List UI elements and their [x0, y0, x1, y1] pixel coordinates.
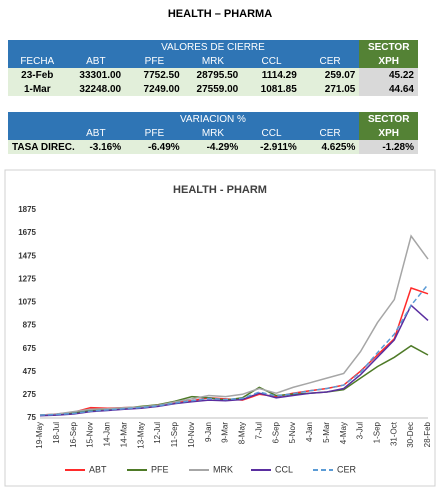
y-tick-label: 1875 [18, 205, 36, 214]
y-tick-label: 475 [23, 367, 37, 376]
y-tick-label: 1475 [18, 251, 36, 260]
x-tick-label: 14-Jan [103, 422, 112, 446]
table-cell: XPH [359, 126, 418, 140]
table-cell: 7249.00 [125, 82, 184, 96]
legend-label: PFE [151, 464, 169, 474]
x-tick-label: 18-Jul [52, 422, 61, 444]
y-tick-label: 75 [27, 413, 36, 422]
x-tick-label: 10-Nov [187, 422, 196, 448]
table-cell [8, 40, 67, 54]
table-cell: -4.29% [183, 140, 243, 154]
table-cell: CER [300, 54, 360, 68]
y-tick-label: 275 [23, 390, 37, 399]
table-row: VALORES DE CIERRE SECTOR [8, 40, 418, 54]
table-row: FECHA ABT PFE MRK CCL CER XPH [8, 54, 418, 68]
x-tick-label: 28-Feb [423, 421, 432, 447]
table-cell: VARIACION % [66, 112, 360, 126]
x-tick-label: 14-Mar [119, 422, 128, 448]
variation-table: VARIACION % SECTOR ABT PFE MRK CCL CER XPH TASA … [8, 112, 418, 154]
chart-frame [4, 169, 436, 487]
table-cell: VALORES DE CIERRE [66, 40, 360, 54]
table-cell: CCL [242, 126, 301, 140]
y-tick-label: 1675 [18, 228, 36, 237]
y-tick-label: 875 [23, 321, 37, 330]
x-tick-label: 16-Sep [69, 421, 78, 447]
series-line [39, 234, 429, 416]
table-row: 23-Feb 33301.00 7752.50 28795.50 1114.29 259.… [8, 68, 418, 82]
x-tick-label: 19-May [35, 422, 44, 449]
y-tick-label: 1075 [18, 298, 36, 307]
table-cell: 32248.00 [66, 82, 126, 96]
table-cell: SECTOR [359, 112, 418, 126]
y-tick-label: 675 [23, 344, 37, 353]
x-tick-label: 8-May [238, 422, 247, 444]
table-cell: -3.16% [66, 140, 126, 154]
table-cell: SECTOR [359, 40, 418, 54]
y-tick-label: 1275 [18, 274, 36, 283]
x-tick-label: 13-May [136, 422, 145, 449]
x-tick-label: 15-Nov [86, 422, 95, 448]
x-tick-label: 30-Dec [406, 422, 415, 448]
x-tick-label: 5-Nov [288, 422, 297, 443]
table-cell: 1081.85 [242, 82, 301, 96]
x-tick-label: 6-Sep [271, 421, 280, 443]
table-cell: MRK [183, 54, 243, 68]
table-row: ABT PFE MRK CCL CER XPH [8, 126, 418, 140]
table-cell: -2.911% [242, 140, 301, 154]
table-cell: 259.07 [300, 68, 360, 82]
legend-label: CER [337, 464, 357, 474]
chart-title: HEALTH - PHARM [173, 184, 267, 196]
table-cell: ABT [66, 54, 126, 68]
table-cell: 27559.00 [183, 82, 243, 96]
table-row: 1-Mar 32248.00 7249.00 27559.00 1081.85 271.0… [8, 82, 418, 96]
x-tick-label: 31-Oct [389, 421, 398, 446]
table-cell: 1114.29 [242, 68, 301, 82]
table-cell: -6.49% [125, 140, 184, 154]
table-cell: 1-Mar [8, 82, 67, 96]
table-cell: XPH [359, 54, 418, 68]
legend-label: ABT [89, 464, 107, 474]
table-cell: 33301.00 [66, 68, 126, 82]
table-cell: 28795.50 [183, 68, 243, 82]
x-tick-label: 3-Jul [356, 422, 365, 440]
x-tick-label: 9-Jan [204, 422, 213, 442]
x-tick-label: 9-Mar [221, 422, 230, 443]
x-tick-label: 5-Mar [322, 422, 331, 443]
legend-label: CCL [275, 464, 293, 474]
legend-label: MRK [213, 464, 233, 474]
table-cell [8, 126, 67, 140]
x-tick-label: 11-Sep [170, 421, 179, 447]
closing-table: VALORES DE CIERRE SECTOR FECHA ABT PFE MRK CCL… [8, 40, 418, 96]
table-cell: 271.05 [300, 82, 360, 96]
page-title: HEALTH – PHARMA [167, 8, 273, 20]
table-cell: -1.28% [359, 140, 418, 154]
table-cell: MRK [183, 126, 243, 140]
table-cell [8, 112, 67, 126]
table-cell: CCL [242, 54, 301, 68]
table-cell: 45.22 [359, 68, 418, 82]
x-tick-label: 4-May [339, 422, 348, 444]
table-row: VARIACION % SECTOR [8, 112, 418, 126]
x-tick-label: 7-Jul [254, 422, 263, 440]
table-cell: TASA DIREC. [8, 140, 75, 154]
table-cell: CER [300, 126, 360, 140]
table-cell: 7752.50 [125, 68, 184, 82]
table-cell: 4.625% [300, 140, 360, 154]
series-line [39, 284, 429, 416]
table-row: TASA DIREC. -3.16% -6.49% -4.29% -2.911% 4.62… [8, 140, 418, 154]
table-cell: ABT [66, 126, 126, 140]
table-cell: PFE [125, 126, 184, 140]
table-cell: 44.64 [359, 82, 418, 96]
table-cell: 23-Feb [8, 68, 67, 82]
x-tick-label: 12-Jul [153, 422, 162, 444]
x-tick-label: 4-Jan [305, 422, 314, 442]
x-tick-label: 1-Sep [373, 421, 382, 443]
table-cell: PFE [125, 54, 184, 68]
table-cell: FECHA [8, 54, 67, 68]
